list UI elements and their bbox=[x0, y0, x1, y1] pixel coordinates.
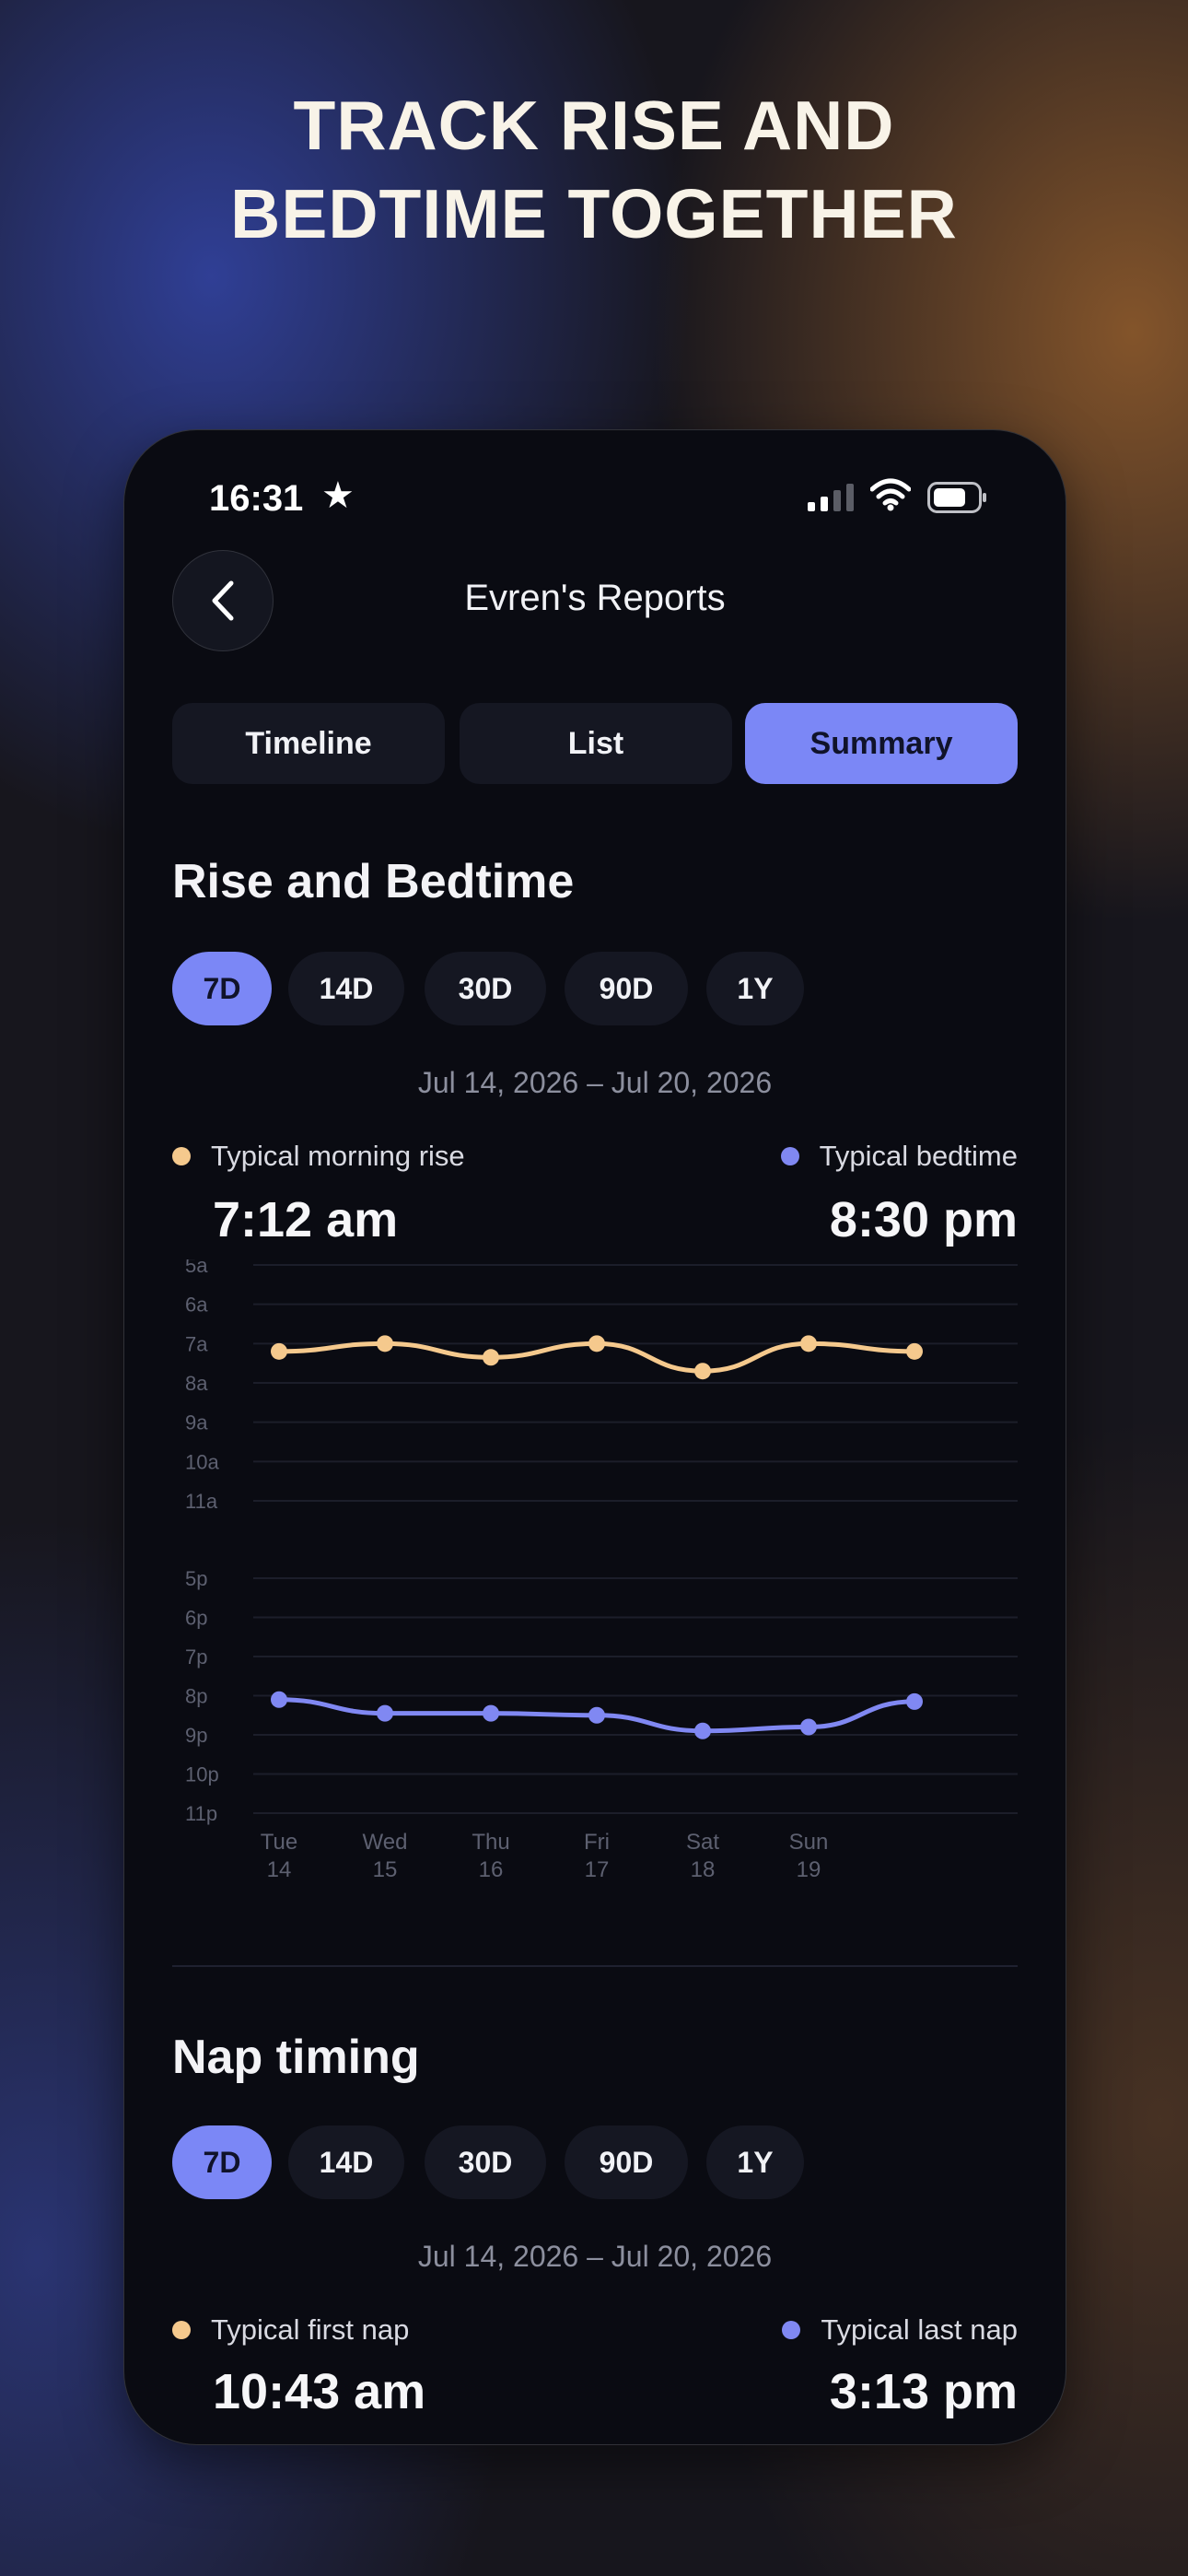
x-tick-date: 19 bbox=[797, 1857, 821, 1882]
bedtime-dot-icon bbox=[780, 1147, 799, 1165]
tab-timeline[interactable]: Timeline bbox=[172, 703, 445, 784]
first-nap-dot-icon bbox=[172, 2321, 191, 2339]
bedtime-point bbox=[906, 1692, 923, 1710]
morning-point bbox=[800, 1335, 817, 1352]
morning-point bbox=[483, 1349, 499, 1366]
nap-range-chip-1y[interactable]: 1Y bbox=[706, 2125, 804, 2199]
evening-tick-label: 5p bbox=[185, 1567, 207, 1590]
nap-range-chip-7d[interactable]: 7D bbox=[172, 2125, 272, 2199]
legend-bedtime: Typical bedtime bbox=[780, 1140, 1018, 1173]
status-time: 16:31 bbox=[209, 478, 304, 519]
tab-summary[interactable]: Summary bbox=[745, 703, 1018, 784]
range-chip-90d[interactable]: 90D bbox=[565, 952, 688, 1025]
legend-first-nap: Typical first nap bbox=[172, 2313, 409, 2347]
x-tick-date: 16 bbox=[479, 1857, 504, 1882]
back-button[interactable] bbox=[172, 550, 274, 651]
x-tick-date: 18 bbox=[691, 1857, 716, 1882]
morning-point bbox=[271, 1342, 287, 1360]
evening-tick-label: 9p bbox=[185, 1724, 207, 1747]
evening-tick-label: 6p bbox=[185, 1607, 207, 1630]
range-chip-1y[interactable]: 1Y bbox=[706, 952, 804, 1025]
last-nap-dot-icon bbox=[782, 2321, 801, 2339]
bedtime-label: Typical bedtime bbox=[819, 1140, 1018, 1172]
morning-tick-label: 10a bbox=[185, 1450, 219, 1473]
x-tick-day: Fri bbox=[584, 1830, 610, 1855]
morning-tick-label: 8a bbox=[185, 1372, 208, 1395]
range-chip-14d[interactable]: 14D bbox=[288, 952, 404, 1025]
x-tick-day: Thu bbox=[472, 1830, 509, 1855]
x-tick-day: Sat bbox=[686, 1830, 719, 1855]
morning-point bbox=[906, 1342, 923, 1360]
morning-label: Typical morning rise bbox=[211, 1140, 465, 1172]
chevron-left-icon bbox=[212, 580, 234, 621]
nap-range-chip-30d[interactable]: 30D bbox=[425, 2125, 546, 2199]
morning-tick-label: 7a bbox=[185, 1332, 208, 1355]
battery-icon bbox=[927, 482, 986, 513]
nap-timing-title: Nap timing bbox=[172, 2031, 420, 2084]
x-tick-day: Tue bbox=[261, 1830, 297, 1855]
evening-tick-label: 8p bbox=[185, 1685, 207, 1708]
morning-point bbox=[588, 1335, 605, 1352]
section-divider bbox=[172, 1965, 1018, 1967]
bedtime-point bbox=[377, 1704, 393, 1722]
tab-list[interactable]: List bbox=[460, 703, 732, 784]
x-tick-date: 17 bbox=[585, 1857, 610, 1882]
wifi-icon bbox=[870, 478, 911, 511]
morning-point bbox=[694, 1363, 711, 1380]
star-icon: ★ bbox=[321, 475, 355, 516]
x-tick-date: 14 bbox=[267, 1857, 292, 1882]
x-tick-day: Sun bbox=[789, 1830, 829, 1855]
morning-value: 7:12 am bbox=[213, 1192, 399, 1247]
nap-range-chip-14d[interactable]: 14D bbox=[288, 2125, 404, 2199]
phone-screen: 16:31 ★ Evren's Reports Timeline List Su… bbox=[123, 429, 1066, 2445]
headline: TRACK RISE AND BEDTIME TOGETHER bbox=[0, 81, 1188, 258]
bedtime-point bbox=[588, 1706, 605, 1724]
legend-morning: Typical morning rise bbox=[172, 1140, 465, 1173]
morning-dot-icon bbox=[172, 1147, 191, 1165]
legend-last-nap: Typical last nap bbox=[782, 2313, 1018, 2347]
evening-tick-label: 7p bbox=[185, 1645, 207, 1669]
date-range: Jul 14, 2026 – Jul 20, 2026 bbox=[417, 1066, 773, 1099]
range-chip-7d[interactable]: 7D bbox=[172, 952, 272, 1025]
x-tick-day: Wed bbox=[363, 1830, 408, 1855]
last-nap-label: Typical last nap bbox=[821, 2313, 1018, 2346]
headline-line-2: BEDTIME TOGETHER bbox=[230, 175, 958, 252]
evening-tick-label: 10p bbox=[185, 1763, 219, 1786]
bedtime-point bbox=[483, 1704, 499, 1722]
morning-point bbox=[377, 1335, 393, 1352]
morning-tick-label: 6a bbox=[185, 1294, 208, 1317]
nap-date-range: Jul 14, 2026 – Jul 20, 2026 bbox=[417, 2240, 773, 2273]
rise-bedtime-title: Rise and Bedtime bbox=[172, 855, 575, 908]
bedtime-point bbox=[271, 1691, 287, 1708]
x-tick-date: 15 bbox=[373, 1857, 398, 1882]
nav-title: Evren's Reports bbox=[464, 578, 726, 618]
first-nap-label: Typical first nap bbox=[211, 2313, 410, 2346]
range-chip-30d[interactable]: 30D bbox=[425, 952, 546, 1025]
morning-tick-label: 11a bbox=[185, 1490, 218, 1513]
nap-range-chip-90d[interactable]: 90D bbox=[565, 2125, 688, 2199]
cellular-signal-icon bbox=[808, 484, 854, 511]
first-nap-value: 10:43 am bbox=[213, 2364, 426, 2419]
bedtime-value: 8:30 pm bbox=[829, 1192, 1018, 1247]
evening-tick-label: 11p bbox=[185, 1802, 217, 1825]
morning-tick-label: 5a bbox=[185, 1259, 208, 1277]
headline-line-1: TRACK RISE AND bbox=[293, 87, 895, 164]
last-nap-value: 3:13 pm bbox=[829, 2364, 1018, 2419]
morning-tick-label: 9a bbox=[185, 1411, 208, 1434]
bedtime-point bbox=[694, 1722, 711, 1739]
bedtime-point bbox=[800, 1718, 817, 1736]
